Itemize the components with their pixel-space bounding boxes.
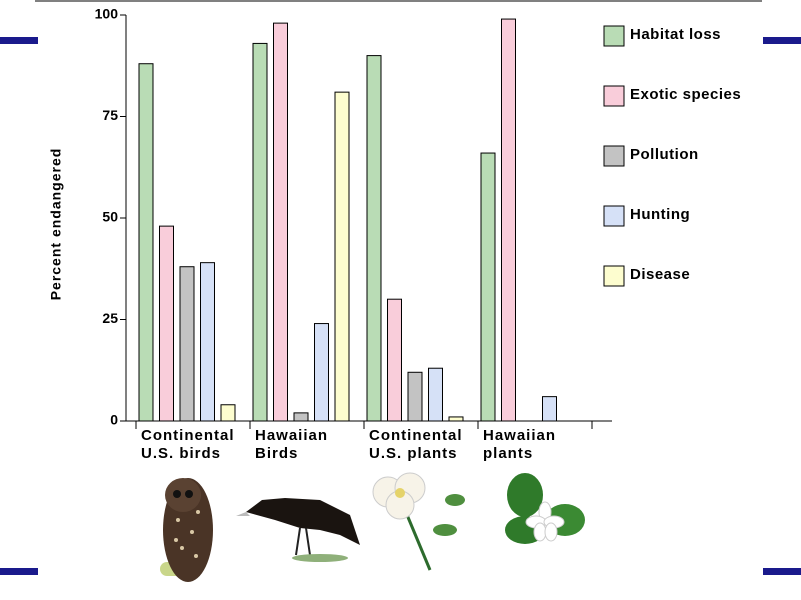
bar [387,298,402,422]
bar [220,404,236,422]
bar [252,42,268,422]
legend-swatch [603,145,625,167]
flower-illustration [372,472,465,571]
bar [428,367,443,422]
decor-bar [0,37,38,44]
bird-illustration [236,498,360,562]
legend-label: Exotic species [630,86,741,103]
y-axis-label: Percent endangered [48,148,64,301]
bar [542,396,557,422]
bar [138,63,154,422]
bar [293,412,309,422]
y-tick-label: 25 [102,310,118,326]
bar [334,91,350,422]
x-tick-label: Continental U.S. birds [141,427,235,462]
bar [273,22,288,422]
legend-swatch [603,265,625,287]
y-tick-label: 0 [110,412,118,428]
legend-label: Pollution [630,146,699,163]
bar [179,266,195,422]
legend-swatch [603,25,625,47]
y-tick-label: 50 [102,209,118,225]
bar [407,371,423,422]
legend-swatch [603,205,625,227]
x-tick-label: Continental U.S. plants [369,427,463,462]
bar [480,152,496,422]
bar [366,55,382,422]
legend-label: Habitat loss [630,26,721,43]
legend-label: Disease [630,266,690,283]
x-tick-label: Hawaiian plants [483,427,557,462]
decor-bar [0,568,38,575]
legend-label: Hunting [630,206,690,223]
y-tick-label: 75 [102,107,118,123]
legend-swatch [603,85,625,107]
plant-illustration [505,473,585,544]
y-tick-label: 100 [95,6,119,22]
decor-bar [763,37,801,44]
bar [159,225,174,422]
bar [448,416,464,422]
decor-bar [763,568,801,575]
bar [200,262,215,422]
x-tick-label: Hawaiian Birds [255,427,329,462]
bar [501,18,516,422]
owl-illustration [160,478,213,582]
bar [314,323,329,422]
